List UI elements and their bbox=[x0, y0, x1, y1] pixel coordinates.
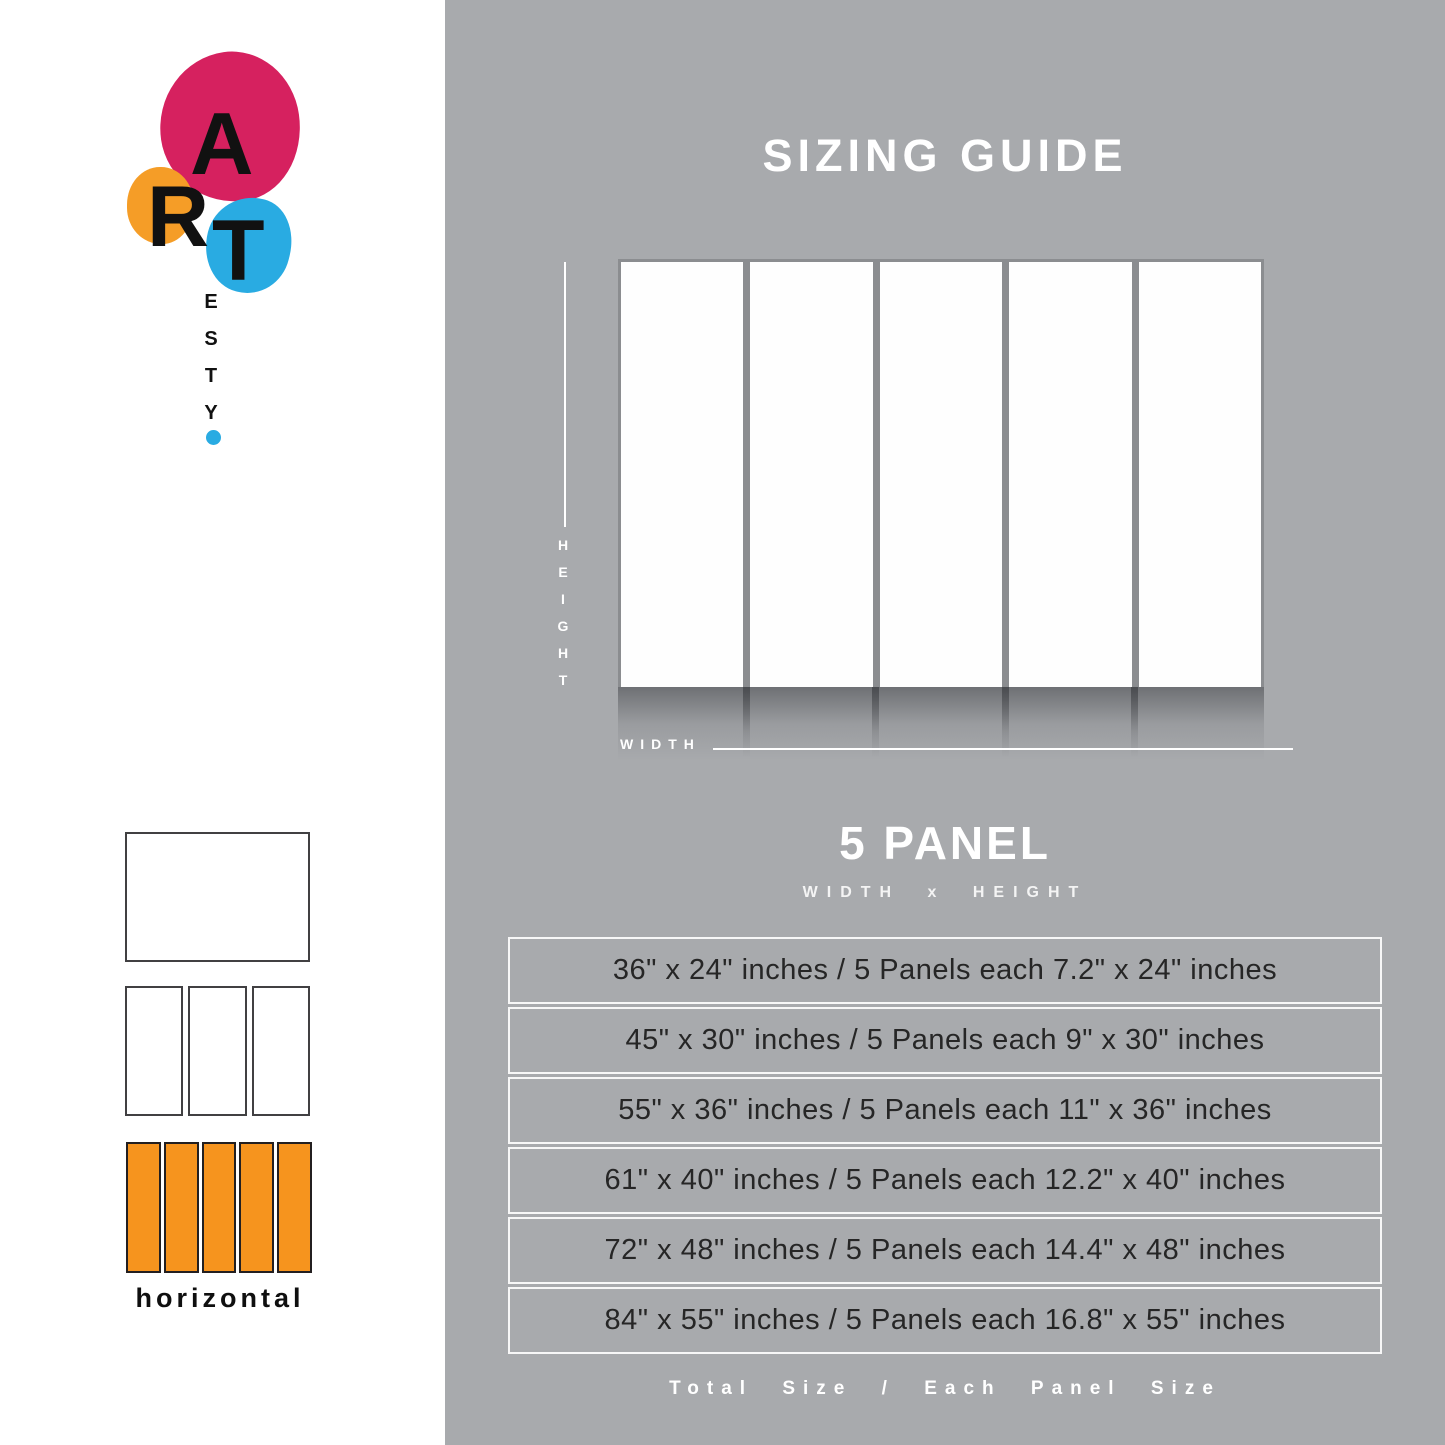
diagram-panel bbox=[621, 262, 744, 687]
gap-shadow bbox=[1002, 687, 1009, 757]
footer-note: Total Size / Each Panel Size bbox=[669, 1378, 1221, 1399]
size-row: 84" x 55" inches / 5 Panels each 16.8" x… bbox=[508, 1287, 1382, 1354]
thumb-panel bbox=[277, 1142, 312, 1273]
brand-letter-t: T bbox=[212, 203, 265, 299]
thumb-panel bbox=[125, 986, 184, 1116]
size-row: 55" x 36" inches / 5 Panels each 11" x 3… bbox=[508, 1077, 1382, 1144]
layout-option-5-panel bbox=[126, 1142, 312, 1273]
panel-group bbox=[618, 259, 1264, 687]
thumb-panel bbox=[188, 986, 247, 1116]
panel-shadow bbox=[618, 687, 1264, 769]
gap-shadow bbox=[1131, 687, 1138, 757]
size-row: 72" x 48" inches / 5 Panels each 14.4" x… bbox=[508, 1217, 1382, 1284]
size-table: 36" x 24" inches / 5 Panels each 7.2" x … bbox=[508, 937, 1382, 1354]
layout-option-1-panel bbox=[125, 832, 310, 962]
layout-option-3-panel bbox=[125, 986, 310, 1116]
thumb-panel bbox=[239, 1142, 275, 1273]
size-row: 45" x 30" inches / 5 Panels each 9" x 30… bbox=[508, 1007, 1382, 1074]
size-row: 36" x 24" inches / 5 Panels each 7.2" x … bbox=[508, 937, 1382, 1004]
gap-shadow bbox=[743, 687, 750, 757]
width-axis-label: WIDTH bbox=[620, 736, 701, 752]
panel-count-heading: 5 PANEL bbox=[839, 817, 1051, 869]
diagram-panel bbox=[879, 262, 1003, 687]
brand-letter-r: R bbox=[147, 169, 210, 265]
height-axis-label: HEIGHT bbox=[555, 537, 571, 699]
thumb-panel bbox=[163, 1142, 199, 1273]
thumb-panel bbox=[201, 1142, 237, 1273]
dimension-note: WIDTH x HEIGHT bbox=[802, 884, 1088, 901]
width-axis-line bbox=[713, 748, 1293, 750]
diagram-panel bbox=[1009, 262, 1132, 687]
gap-shadow bbox=[872, 687, 879, 757]
orange-blob-icon bbox=[127, 167, 194, 244]
brand-letter-a: A bbox=[190, 94, 254, 193]
thumb-panel bbox=[251, 986, 310, 1116]
page-title: SIZING GUIDE bbox=[762, 130, 1128, 181]
brand-tail-letters: ESTY bbox=[200, 291, 222, 439]
height-axis-line bbox=[564, 262, 566, 527]
diagram-panel bbox=[750, 262, 873, 687]
size-row: 61" x 40" inches / 5 Panels each 12.2" x… bbox=[508, 1147, 1382, 1214]
diagram-panel bbox=[1138, 262, 1262, 687]
thumb-panel bbox=[126, 1142, 161, 1273]
sizing-guide-panel: SIZING GUIDE HEIGHT WIDTH 5 PANEL WIDTH … bbox=[445, 0, 1445, 1445]
orientation-label: horizontal bbox=[135, 1283, 305, 1313]
brand-dot-icon bbox=[206, 430, 221, 445]
sidebar: A R T ESTY horizontal bbox=[0, 0, 445, 1445]
